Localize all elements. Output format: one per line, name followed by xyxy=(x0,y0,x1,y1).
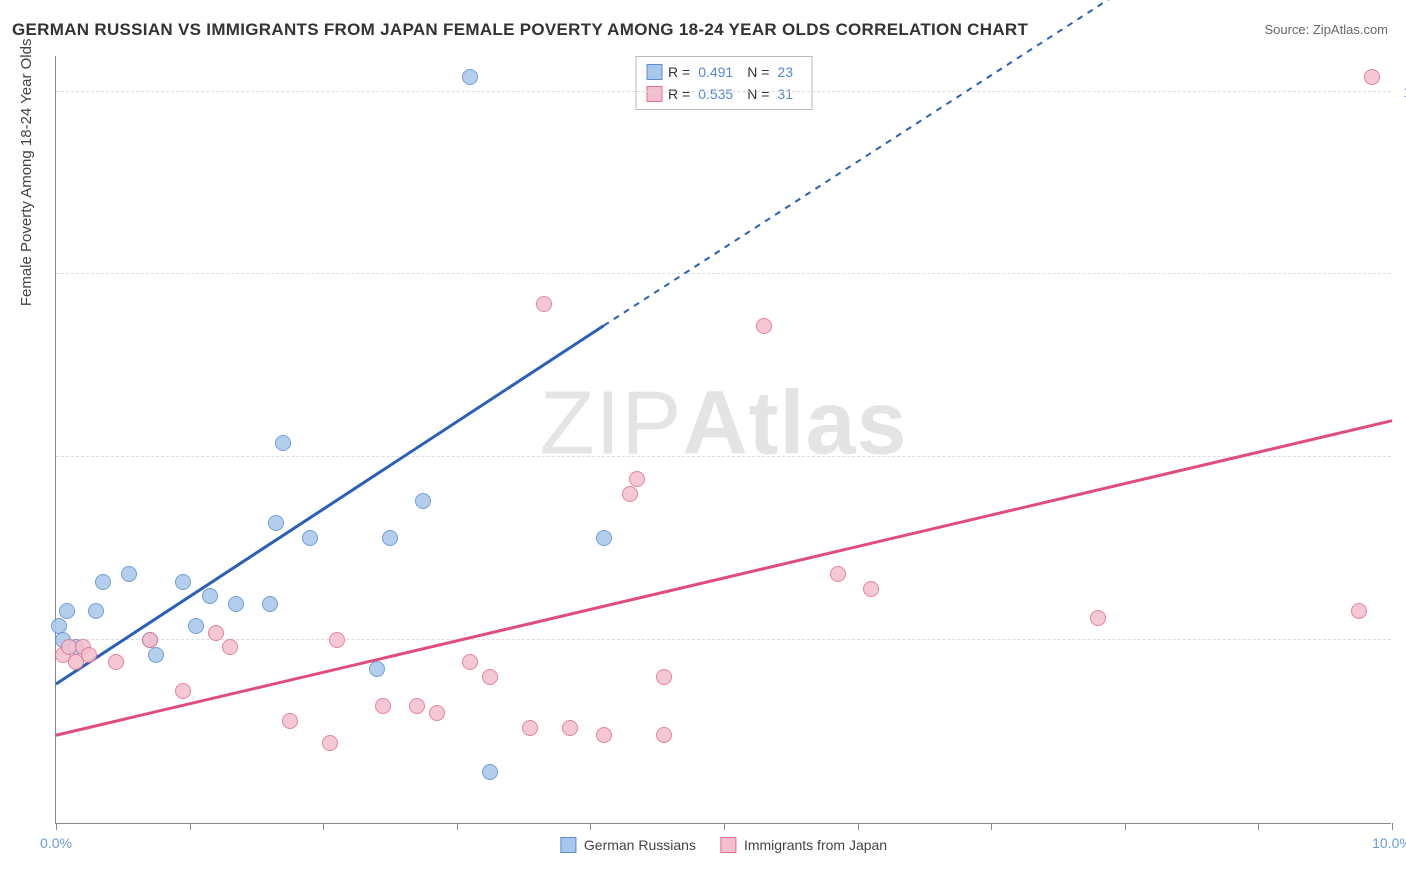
data-point xyxy=(656,669,672,685)
data-point xyxy=(536,296,552,312)
data-point xyxy=(175,683,191,699)
data-point xyxy=(275,435,291,451)
data-point xyxy=(622,486,638,502)
y-axis-label: Female Poverty Among 18-24 Year Olds xyxy=(18,39,35,307)
data-point xyxy=(142,632,158,648)
x-tick xyxy=(991,823,992,830)
data-point xyxy=(1351,603,1367,619)
series-legend: German Russians Immigrants from Japan xyxy=(560,837,887,853)
x-tick xyxy=(590,823,591,830)
data-point xyxy=(175,574,191,590)
legend-item: German Russians xyxy=(560,837,696,853)
y-tick-label: 75.0% xyxy=(1397,266,1406,282)
x-tick-label: 0.0% xyxy=(40,835,72,851)
data-point xyxy=(656,727,672,743)
x-tick xyxy=(323,823,324,830)
data-point xyxy=(462,654,478,670)
data-point xyxy=(268,515,284,531)
data-point xyxy=(95,574,111,590)
x-tick xyxy=(1392,823,1393,830)
data-point xyxy=(188,618,204,634)
trend-lines xyxy=(56,55,1392,823)
data-point xyxy=(282,713,298,729)
data-point xyxy=(148,647,164,663)
x-tick xyxy=(858,823,859,830)
data-point xyxy=(429,705,445,721)
legend-label: Immigrants from Japan xyxy=(744,837,887,853)
x-tick xyxy=(190,823,191,830)
legend-label: German Russians xyxy=(584,837,696,853)
legend-item: Immigrants from Japan xyxy=(720,837,887,853)
data-point xyxy=(462,69,478,85)
data-point xyxy=(863,581,879,597)
data-point xyxy=(88,603,104,619)
data-point xyxy=(228,596,244,612)
y-tick-label: 100.0% xyxy=(1397,84,1406,100)
x-tick xyxy=(457,823,458,830)
data-point xyxy=(121,566,137,582)
y-tick-label: 25.0% xyxy=(1397,632,1406,648)
data-point xyxy=(59,603,75,619)
data-point xyxy=(382,530,398,546)
x-tick xyxy=(1258,823,1259,830)
data-point xyxy=(208,625,224,641)
x-tick xyxy=(724,823,725,830)
x-tick-label: 10.0% xyxy=(1372,835,1406,851)
data-point xyxy=(369,661,385,677)
data-point xyxy=(302,530,318,546)
data-point xyxy=(562,720,578,736)
data-point xyxy=(322,735,338,751)
data-point xyxy=(409,698,425,714)
data-point xyxy=(415,493,431,509)
data-point xyxy=(756,318,772,334)
data-point xyxy=(830,566,846,582)
data-point xyxy=(329,632,345,648)
data-point xyxy=(1364,69,1380,85)
data-point xyxy=(596,727,612,743)
data-point xyxy=(222,639,238,655)
data-point xyxy=(1090,610,1106,626)
data-point xyxy=(202,588,218,604)
scatter-plot: ZIPAtlas R = 0.491 N = 23 R = 0.535 N = … xyxy=(55,56,1391,824)
swatch-icon xyxy=(560,837,576,853)
chart-title: GERMAN RUSSIAN VS IMMIGRANTS FROM JAPAN … xyxy=(12,20,1028,40)
data-point xyxy=(108,654,124,670)
data-point xyxy=(262,596,278,612)
swatch-icon xyxy=(720,837,736,853)
data-point xyxy=(482,764,498,780)
data-point xyxy=(375,698,391,714)
data-point xyxy=(51,618,67,634)
data-point xyxy=(596,530,612,546)
x-tick xyxy=(1125,823,1126,830)
data-point xyxy=(522,720,538,736)
data-point xyxy=(629,471,645,487)
y-tick-label: 50.0% xyxy=(1397,449,1406,465)
source-label: Source: ZipAtlas.com xyxy=(1264,22,1388,37)
x-tick xyxy=(56,823,57,830)
data-point xyxy=(482,669,498,685)
data-point xyxy=(81,647,97,663)
